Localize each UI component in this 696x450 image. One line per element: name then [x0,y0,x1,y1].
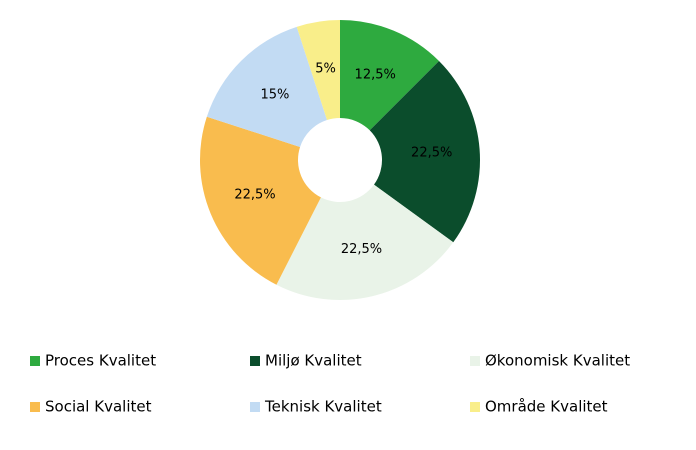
slice [276,184,454,300]
legend-swatch [30,356,40,366]
legend-label: Område Kvalitet [485,398,608,416]
data-label: 22,5% [411,145,452,160]
legend-swatch [30,402,40,412]
legend-label: Teknisk Kvalitet [264,398,382,416]
slice [200,116,321,285]
data-label: 22,5% [234,188,275,203]
legend-label: Social Kvalitet [45,398,152,416]
data-label: 15% [260,87,289,102]
legend-swatch [250,402,260,412]
legend-label: Miljø Kvalitet [265,352,362,370]
legend-label: Proces Kvalitet [45,352,156,370]
data-label: 12,5% [355,68,396,83]
legend-swatch [250,356,260,366]
data-label: 5% [315,62,336,77]
slice [206,26,328,148]
legend-label: Økonomisk Kvalitet [485,352,630,370]
legend-swatch [470,356,480,366]
data-label: 22,5% [341,242,382,257]
slice [369,61,481,243]
slice [340,20,439,131]
legend-swatch [470,402,480,412]
slice [296,20,340,121]
